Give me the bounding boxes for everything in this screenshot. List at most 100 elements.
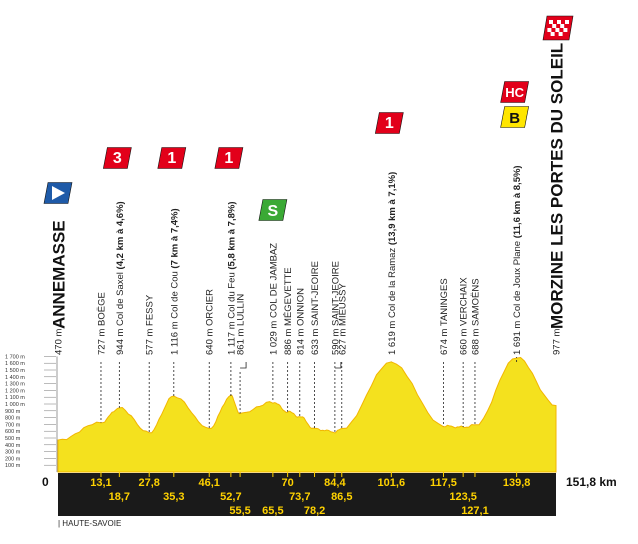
- altitude-tick-label: 900 m: [5, 409, 21, 415]
- stage-town-name: ANNEMASSE: [50, 220, 69, 329]
- stage-town-name: MORZINE LES PORTES DU SOLEIL: [548, 43, 567, 329]
- km-label: 55,5: [229, 505, 250, 517]
- start-km-label: 0: [42, 475, 49, 489]
- waypoint-label: 814 m ONNION: [295, 288, 306, 355]
- bonus-badge: B: [500, 106, 529, 128]
- km-strip: [58, 473, 556, 516]
- waypoint-text: 674 m TANINGES: [439, 278, 450, 355]
- waypoint-label: 1 029 m COL DE JAMBAZ: [268, 243, 279, 355]
- waypoint-label: 627 m MIEUSSY: [337, 283, 348, 355]
- altitude-tick-label: 200 m: [5, 456, 21, 462]
- waypoint-guides: [100, 357, 518, 433]
- altitude-tick-label: 400 m: [5, 443, 21, 449]
- waypoint-altitude: 470 m: [54, 329, 65, 355]
- climb-detail: (7 km à 7,4%): [169, 208, 180, 271]
- waypoint-text: 861 m LULLIN: [236, 294, 247, 355]
- climb-category-text: 1: [167, 150, 176, 167]
- waypoint-text: 590 m SAINT-JEOIRE: [330, 261, 341, 355]
- altitude-tick-label: 500 m: [5, 436, 21, 442]
- waypoint-text: 1 117 m Col du Feu (5,8 km à 7,8%): [226, 202, 237, 356]
- waypoint-label: 688 m SAMOËNS: [470, 278, 481, 355]
- waypoint-label: 861 m LULLIN: [236, 294, 247, 355]
- altitude-tick-label: 1 100 m: [5, 395, 25, 401]
- waypoint-text: 1 619 m Col de la Ramaz (13,9 km à 7,1%): [387, 172, 398, 355]
- waypoint-text: 1 029 m COL DE JAMBAZ: [268, 243, 279, 355]
- waypoint-label: 590 m SAINT-JEOIRE: [330, 261, 341, 355]
- km-label: 35,3: [163, 491, 184, 503]
- km-label: 117,5: [430, 477, 457, 489]
- altitude-tick-label: 700 m: [5, 422, 21, 428]
- elevation-profile: [57, 356, 557, 473]
- km-label: 86,5: [331, 491, 352, 503]
- waypoint-label: 886 m MÉGEVETTE: [283, 267, 294, 355]
- km-label: 84,4: [324, 477, 346, 489]
- waypoint-text: 640 m ORCIER: [205, 289, 216, 355]
- altitude-tick-label: 300 m: [5, 450, 21, 456]
- climb-detail: (11,6 km à 8,5%): [512, 165, 523, 241]
- waypoint-text: 814 m ONNION: [295, 288, 306, 355]
- waypoint-text: 1 116 m Col de Cou (7 km à 7,4%): [169, 208, 180, 355]
- waypoint-text: 688 m SAMOËNS: [470, 278, 481, 355]
- km-label: 27,8: [138, 477, 159, 489]
- km-label: 70: [282, 477, 294, 489]
- altitude-tick-label: 1 200 m: [5, 388, 25, 394]
- climb-detail: (13,9 km à 7,1%): [387, 172, 398, 248]
- km-label: 78,2: [304, 505, 325, 517]
- km-markers: 13,1 18,7 27,8 35,3 46,152,7 55,5 65,5 70 73,7 78…: [90, 472, 530, 517]
- climb-category-badge: 1: [214, 147, 244, 169]
- waypoint-label: 1 619 m Col de la Ramaz (13,9 km à 7,1%): [387, 172, 398, 355]
- km-label: 65,5: [262, 505, 283, 517]
- climb-category-badge: HC: [500, 81, 529, 103]
- km-label: 73,7: [289, 491, 310, 503]
- climb-badges: 3 1 1 S 1 HC B: [43, 15, 574, 221]
- waypoint-label: 1 691 m Col de Joux Plane (11,6 km à 8,5…: [512, 165, 523, 355]
- altitude-tick-label: 1 300 m: [5, 382, 25, 388]
- altitude-tick-label: 1 000 m: [5, 402, 25, 408]
- waypoint-label: 727 m BOËGE: [96, 292, 107, 355]
- waypoint-text: 577 m FESSY: [145, 294, 156, 355]
- climb-category-text: 1: [224, 150, 233, 167]
- bonus-badge-text: B: [509, 110, 520, 127]
- waypoint-text: 886 m MÉGEVETTE: [283, 267, 294, 355]
- km-label: 13,1: [90, 477, 111, 489]
- waypoint-text: 660 m VERCHAIX: [459, 277, 470, 355]
- climb-category-text: 3: [113, 150, 122, 167]
- finish-flag-icon: [542, 15, 574, 41]
- climb-category-text: 1: [385, 115, 394, 132]
- waypoint-altitude: 977 m: [552, 329, 563, 355]
- waypoint-label: 640 m ORCIER: [205, 289, 216, 355]
- altitude-tick-label: 600 m: [5, 429, 21, 435]
- climb-category-text: HC: [505, 85, 524, 100]
- climb-category-badge: 3: [102, 147, 132, 169]
- callout-connector: [334, 362, 342, 369]
- altitude-tick-label: 1 400 m: [5, 375, 25, 381]
- sprint-badge-text: S: [268, 203, 279, 220]
- sprint-badge: S: [258, 199, 288, 221]
- waypoint-label: 674 m TANINGES: [439, 278, 450, 355]
- km-label: 46,1: [199, 477, 220, 489]
- waypoint-label: 633 m SAINT-JEOIRE: [310, 261, 321, 355]
- waypoint-label: 660 m VERCHAIX: [459, 277, 470, 355]
- waypoint-label: 1 117 m Col du Feu (5,8 km à 7,8%): [226, 202, 237, 356]
- altitude-tick-label: 1 600 m: [5, 361, 25, 367]
- start-flag-icon: [43, 182, 73, 204]
- climb-category-badge: 1: [374, 112, 404, 134]
- waypoint-text: 633 m SAINT-JEOIRE: [310, 261, 321, 355]
- km-label: 139,8: [503, 477, 531, 489]
- region-label: | HAUTE-SAVOIE: [58, 519, 122, 528]
- altitude-tick-label: 1 500 m: [5, 368, 25, 374]
- waypoint-label: 577 m FESSY: [145, 294, 156, 355]
- altitude-scale: 1 700 m1 600 m1 500 m1 400 m1 300 m1 200…: [5, 354, 58, 472]
- callout-connector: [240, 362, 247, 369]
- km-label: 101,6: [378, 477, 406, 489]
- waypoint-text: 727 m BOËGE: [96, 292, 107, 355]
- km-label: 127,1: [461, 505, 489, 517]
- altitude-tick-label: 1 700 m: [5, 354, 25, 360]
- stage-distance-label: 151,8 km: [566, 475, 617, 489]
- altitude-tick-label: 100 m: [5, 463, 21, 469]
- km-label: 123,5: [449, 491, 477, 503]
